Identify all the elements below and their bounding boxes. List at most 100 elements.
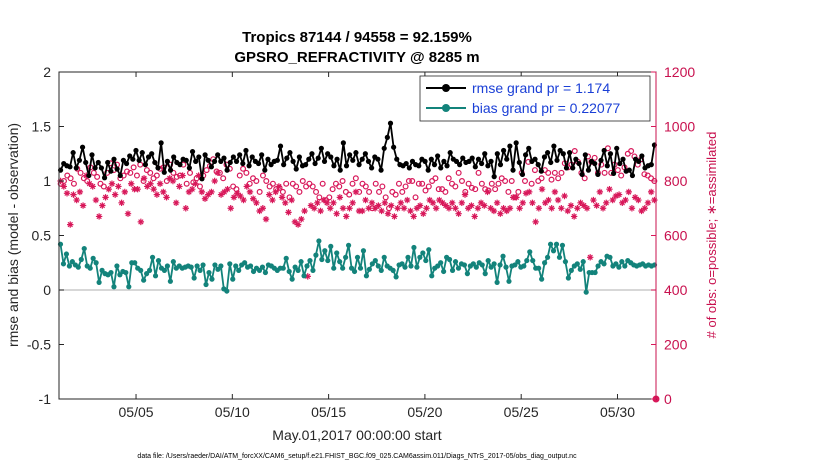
- rmse-point: [277, 143, 284, 149]
- bias-point: [515, 259, 521, 265]
- bias-point: [366, 266, 372, 272]
- obs-assimilated-point: [233, 190, 241, 197]
- obs-possible-point: [130, 164, 137, 171]
- obs-assimilated-point: [339, 205, 347, 212]
- bias-point: [227, 261, 233, 267]
- bias-point: [423, 257, 429, 264]
- obs-possible-point: [641, 171, 648, 178]
- bias-point: [580, 259, 586, 265]
- chart-title: Tropics 87144 / 94558 = 92.159%: [242, 29, 472, 46]
- rmse-point: [560, 151, 566, 157]
- rmse-point: [453, 158, 460, 164]
- rmse-point: [482, 151, 488, 157]
- bias-point: [464, 271, 470, 277]
- obs-assimilated-point: [189, 185, 196, 193]
- bias-point: [111, 284, 117, 290]
- bias-point: [449, 267, 456, 273]
- obs-assimilated-point: [442, 202, 449, 209]
- obs-assimilated-point: [468, 202, 475, 209]
- rmse-point: [626, 167, 632, 173]
- obs-assimilated-point: [259, 205, 267, 212]
- obs-assimilated-point: [201, 195, 209, 202]
- bias-point: [506, 278, 512, 284]
- obs-possible-point: [409, 178, 416, 185]
- bias-point: [233, 263, 239, 269]
- rmse-point: [114, 166, 120, 172]
- rmse-point: [441, 158, 447, 164]
- obs-assimilated-point: [465, 205, 472, 212]
- bias-point: [96, 279, 102, 285]
- x-tick-label: 05/05: [119, 404, 154, 420]
- obs-assimilated-point: [490, 207, 498, 215]
- rmse-point: [365, 158, 372, 164]
- obs-assimilated-point: [314, 199, 321, 206]
- rmse-point: [428, 156, 434, 162]
- bias-point: [390, 267, 396, 273]
- bias-point: [357, 265, 364, 271]
- bias-point: [81, 245, 87, 252]
- obs-assimilated-point: [448, 199, 456, 206]
- obs-assimilated-point: [176, 183, 183, 190]
- bias-point: [334, 250, 340, 256]
- obs-assimilated-point: [471, 213, 478, 220]
- obs-assimilated-point: [535, 205, 543, 212]
- rmse-point: [218, 158, 224, 164]
- obs-possible-point: [236, 172, 243, 179]
- obs-assimilated-point: [522, 190, 530, 197]
- rmse-point: [303, 162, 309, 168]
- obs-assimilated-point: [455, 210, 462, 217]
- bias-point: [313, 252, 319, 258]
- obs-possible-point: [372, 180, 379, 187]
- rmse-point: [73, 165, 79, 171]
- obs-possible-point: [283, 180, 290, 187]
- obs-assimilated-point: [606, 185, 613, 193]
- bias-point: [420, 250, 426, 256]
- obs-assimilated-point: [67, 221, 74, 228]
- rmse-point: [507, 143, 513, 149]
- bias-point: [441, 268, 447, 275]
- obs-assimilated-point: [349, 199, 356, 206]
- bias-point: [161, 267, 168, 273]
- obs-assimilated-point: [131, 185, 138, 193]
- obs-possible-point: [452, 183, 459, 190]
- obs-assimilated-point: [121, 188, 128, 196]
- obs-possible-point: [220, 175, 227, 182]
- bias-point: [547, 241, 554, 247]
- obs-assimilated-point: [391, 213, 398, 220]
- bias-point: [411, 244, 417, 251]
- obs-assimilated-point: [355, 207, 363, 215]
- rmse-point: [86, 172, 92, 179]
- obs-assimilated-point: [436, 196, 443, 204]
- bias-point: [152, 273, 159, 279]
- bias-point: [473, 264, 479, 270]
- rmse-point: [519, 171, 526, 178]
- y2-tick-label: 600: [664, 228, 688, 244]
- bias-point: [343, 254, 349, 260]
- obs-assimilated-point: [641, 205, 648, 212]
- obs-assimilated-point: [388, 202, 395, 209]
- obs-possible-point: [472, 186, 479, 193]
- obs-assimilated-point: [375, 202, 382, 209]
- obs-possible-point: [336, 183, 343, 190]
- obs-assimilated-point: [423, 205, 430, 212]
- legend-bias-marker: [442, 104, 450, 112]
- bias-point: [536, 265, 542, 271]
- bias-point: [438, 260, 444, 266]
- rmse-point: [595, 171, 601, 178]
- obs-possible-point: [445, 175, 452, 182]
- rmse-point: [457, 162, 463, 168]
- rmse-point: [67, 164, 73, 170]
- bias-point: [429, 273, 435, 279]
- obs-possible-point: [531, 167, 538, 174]
- obs-assimilated-point: [269, 196, 276, 204]
- rmse-point: [145, 154, 152, 160]
- rmse-point: [199, 176, 205, 182]
- bias-point: [93, 260, 99, 266]
- obs-assimilated-point: [246, 188, 254, 196]
- obs-possible-point: [346, 191, 353, 198]
- bias-point: [337, 259, 343, 265]
- obs-assimilated-point: [278, 194, 286, 201]
- bias-point: [562, 259, 569, 265]
- x-tick-label: 05/10: [215, 404, 250, 420]
